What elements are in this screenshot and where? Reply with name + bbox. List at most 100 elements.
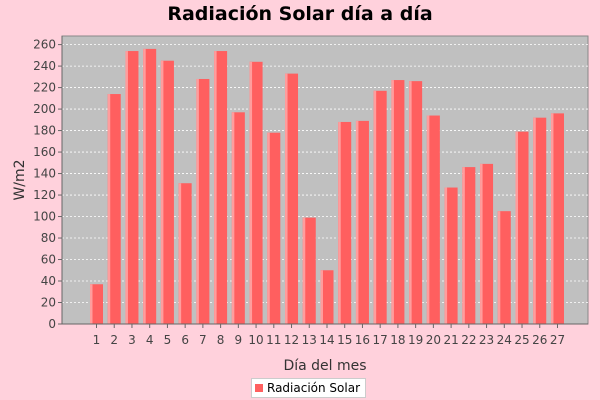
bar — [107, 94, 121, 325]
y-tick-label: 40 — [41, 274, 56, 288]
x-tick-label: 5 — [164, 333, 172, 347]
y-tick-label: 120 — [33, 188, 56, 202]
bar-highlight — [533, 117, 536, 325]
x-tick-label: 15 — [337, 333, 352, 347]
x-tick-label: 20 — [426, 333, 441, 347]
bar-highlight — [285, 73, 288, 324]
bar — [160, 60, 174, 324]
bar-highlight — [497, 211, 501, 324]
y-tick-label: 100 — [33, 210, 56, 224]
bar-highlight — [143, 48, 146, 325]
x-axis-label: Día del mes — [283, 358, 366, 374]
bar — [178, 183, 192, 324]
x-tick-label: 2 — [110, 333, 118, 347]
bar — [285, 73, 299, 324]
x-tick-label: 11 — [266, 333, 281, 347]
bar-highlight — [267, 132, 270, 324]
bar-highlight — [550, 113, 554, 324]
y-tick-label: 60 — [41, 253, 56, 267]
x-tick-label: 18 — [390, 333, 405, 347]
bar — [373, 90, 387, 324]
y-tick-label: 220 — [33, 81, 56, 95]
bar-highlight — [444, 187, 448, 324]
bar-highlight — [480, 163, 483, 324]
bar — [550, 113, 564, 324]
x-tick-label: 4 — [146, 333, 154, 347]
bar-highlight — [249, 61, 253, 324]
bar — [533, 117, 547, 325]
bar-highlight — [107, 94, 111, 325]
x-tick-label: 10 — [248, 333, 263, 347]
x-tick-label: 7 — [199, 333, 207, 347]
x-tick-label: 24 — [497, 333, 512, 347]
x-tick-label: 19 — [408, 333, 423, 347]
bar-highlight — [125, 51, 128, 325]
x-tick-label: 9 — [235, 333, 243, 347]
bar — [462, 167, 476, 324]
x-tick-label: 6 — [181, 333, 189, 347]
x-tick-label: 27 — [550, 333, 565, 347]
x-tick-label: 14 — [319, 333, 334, 347]
bar — [480, 163, 494, 324]
x-tick-label: 16 — [355, 333, 370, 347]
legend-label: Radiación Solar — [267, 381, 361, 395]
x-tick-label: 25 — [514, 333, 529, 347]
x-tick-label: 13 — [302, 333, 317, 347]
y-tick-label: 0 — [48, 317, 56, 331]
y-tick-label: 140 — [33, 167, 56, 181]
y-tick-label: 240 — [33, 59, 56, 73]
x-tick-label: 23 — [479, 333, 494, 347]
bar — [143, 48, 157, 325]
bar-highlight — [90, 284, 93, 324]
bar — [320, 270, 334, 324]
bar — [90, 284, 103, 324]
x-tick-label: 1 — [93, 333, 101, 347]
x-tick-label: 12 — [284, 333, 299, 347]
bar — [231, 112, 245, 324]
bar-highlight — [196, 78, 199, 324]
bar-highlight — [338, 121, 341, 324]
x-tick-label: 26 — [532, 333, 547, 347]
bar-highlight — [462, 167, 465, 324]
bar-highlight — [231, 112, 235, 324]
bar-highlight — [355, 120, 359, 324]
bar-highlight — [373, 90, 377, 324]
bar — [515, 131, 529, 324]
bar-highlight — [515, 131, 519, 324]
bar — [214, 51, 228, 325]
bar-highlight — [426, 115, 430, 324]
bar — [497, 211, 511, 324]
bar-highlight — [320, 270, 323, 324]
bar — [426, 115, 440, 324]
bar — [125, 51, 139, 325]
x-tick-label: 8 — [217, 333, 225, 347]
bar-highlight — [409, 81, 412, 324]
bar — [444, 187, 458, 324]
x-tick-label: 17 — [373, 333, 388, 347]
y-tick-label: 180 — [33, 124, 56, 138]
legend: Radiación Solar — [251, 378, 367, 398]
bar — [196, 78, 210, 324]
y-tick-label: 260 — [33, 38, 56, 52]
x-tick-label: 21 — [443, 333, 458, 347]
x-tick-label: 22 — [461, 333, 476, 347]
bar — [338, 121, 352, 324]
bar — [249, 61, 263, 324]
bar — [355, 120, 369, 324]
y-tick-label: 80 — [41, 231, 56, 245]
bar — [391, 80, 405, 325]
bar — [302, 217, 316, 324]
y-tick-label: 20 — [41, 296, 56, 310]
y-tick-label: 160 — [33, 145, 56, 159]
legend-swatch — [255, 384, 263, 392]
bar — [409, 81, 423, 324]
x-tick-label: 3 — [128, 333, 136, 347]
y-tick-label: 200 — [33, 102, 56, 116]
y-axis-label: W/m2 — [12, 159, 28, 200]
bar-highlight — [302, 217, 306, 324]
bar-highlight — [178, 183, 182, 324]
bar — [267, 132, 281, 324]
bar-highlight — [214, 51, 217, 325]
chart-title: Radiación Solar día a día — [167, 3, 433, 25]
